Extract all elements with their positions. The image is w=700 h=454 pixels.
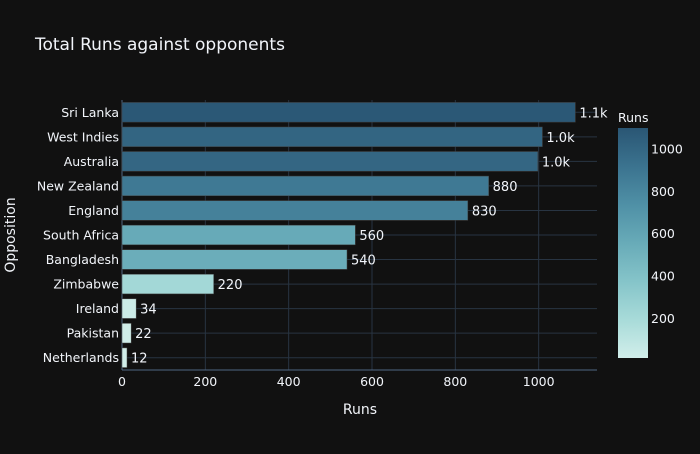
colorbar: Runs 200 400 600 800 1000	[618, 110, 683, 358]
x-tick-label: 600	[360, 374, 384, 389]
category-label: Australia	[64, 154, 119, 169]
bar[interactable]	[121, 175, 489, 196]
bar[interactable]	[121, 298, 137, 319]
bar[interactable]	[121, 102, 576, 123]
bar[interactable]	[121, 323, 132, 344]
category-labels: Sri Lanka West Indies Australia New Zealand…	[37, 105, 119, 365]
category-label: Bangladesh	[46, 252, 119, 267]
category-label: Ireland	[76, 301, 119, 316]
category-label: South Africa	[43, 228, 119, 243]
x-tick-label: 400	[277, 374, 301, 389]
category-label: Pakistan	[67, 326, 119, 341]
category-label: New Zealand	[37, 178, 119, 193]
bar-value-label: 22	[135, 327, 152, 342]
x-tick-label: 0	[118, 374, 126, 389]
category-label: West Indies	[47, 129, 119, 144]
bar-value-label: 830	[472, 204, 497, 219]
x-tick-label: 1000	[523, 374, 555, 389]
colorbar-tick-label: 800	[651, 184, 675, 199]
x-axis-label: Runs	[343, 402, 377, 418]
bar-value-label: 540	[351, 254, 376, 269]
bar[interactable]	[121, 200, 469, 221]
bar-value-label: 220	[218, 278, 243, 293]
category-label: Netherlands	[43, 350, 119, 365]
bar[interactable]	[121, 224, 356, 246]
colorbar-tick-label: 400	[651, 268, 675, 283]
colorbar-tick-label: 600	[651, 226, 675, 241]
bar[interactable]	[121, 249, 348, 270]
colorbar-tick-label: 200	[651, 311, 675, 326]
bar[interactable]	[121, 151, 539, 172]
x-tick-label: 200	[193, 374, 217, 389]
bar-value-label: 12	[131, 352, 148, 367]
x-tick-labels: 0 200 400 600 800 1000	[118, 374, 555, 389]
colorbar-tick-label: 1000	[651, 142, 683, 157]
category-label: England	[68, 203, 119, 218]
colorbar-title: Runs	[618, 110, 648, 125]
bars: 1.1k 1.0k 1.0k 880 830 560 540 220 34 22 12	[121, 102, 608, 368]
category-label: Zimbabwe	[53, 277, 119, 292]
chart-title: Total Runs against opponents	[34, 35, 285, 55]
bar[interactable]	[121, 126, 543, 147]
category-label: Sri Lanka	[61, 105, 119, 120]
bar[interactable]	[121, 274, 214, 295]
bar-value-label: 1.0k	[546, 131, 575, 146]
bar-value-label: 1.0k	[542, 155, 571, 170]
y-axis-label: Opposition	[3, 197, 19, 272]
bar[interactable]	[121, 347, 128, 368]
bar-value-label: 34	[140, 303, 157, 318]
bar-value-label: 1.1k	[579, 106, 608, 121]
bar-value-label: 560	[359, 229, 384, 244]
x-tick-label: 800	[443, 374, 467, 389]
colorbar-gradient	[618, 128, 648, 358]
bar-value-label: 880	[493, 180, 518, 195]
